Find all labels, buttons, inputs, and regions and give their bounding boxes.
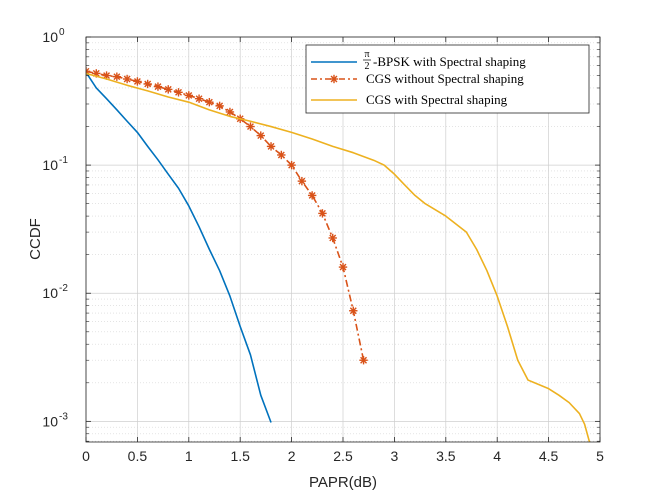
data-point-marker	[133, 77, 142, 86]
data-point-marker	[174, 88, 183, 97]
y-tick-label: 10	[42, 157, 58, 173]
data-point-marker	[143, 79, 152, 89]
asterisk-stroke	[349, 307, 357, 315]
x-tick-labels: 0 0.5 1 1.5 2 2.5 3 3.5 4 4.5 5	[82, 448, 604, 464]
data-point-marker	[112, 72, 122, 81]
data-point-marker	[359, 356, 368, 365]
asterisk-stroke	[164, 85, 172, 93]
x-tick-label: 2.5	[333, 448, 353, 464]
x-tick-label: 5	[596, 448, 604, 464]
asterisk-stroke	[195, 95, 203, 103]
asterisk-stroke	[267, 142, 275, 150]
data-point-marker	[307, 191, 317, 200]
data-point-marker	[328, 233, 337, 243]
x-tick-label: 1.5	[230, 448, 250, 464]
x-axis-title: PAPR(dB)	[309, 474, 377, 491]
series-line-0	[86, 71, 272, 423]
y-tick-exponent: -1	[59, 155, 68, 166]
data-point-marker	[215, 101, 224, 111]
legend-fraction-numerator: π	[364, 49, 369, 60]
series-layer	[86, 67, 591, 442]
asterisk-stroke	[330, 75, 338, 83]
asterisk-stroke	[339, 263, 347, 271]
data-point-marker	[153, 82, 163, 91]
data-point-marker	[205, 97, 214, 107]
data-point-marker	[246, 122, 255, 131]
asterisk-stroke	[257, 132, 265, 140]
data-point-marker	[277, 150, 286, 160]
series-line-2	[86, 72, 591, 442]
asterisk-stroke	[247, 123, 254, 131]
x-tick-label: 1	[185, 448, 193, 464]
asterisk-stroke	[154, 83, 162, 91]
asterisk-stroke	[298, 177, 306, 185]
data-point-marker	[225, 107, 235, 117]
asterisk-stroke	[103, 72, 111, 80]
data-point-marker	[297, 176, 307, 186]
x-tick-label: 0	[82, 448, 90, 464]
asterisk-stroke	[318, 209, 326, 217]
tick-marks	[85, 36, 601, 442]
data-point-marker	[256, 131, 265, 140]
legend-label-cgs-no-shaping: CGS without Spectral shaping	[366, 71, 524, 86]
asterisk-stroke	[133, 77, 141, 85]
x-tick-label: 0.5	[128, 448, 148, 464]
asterisk-stroke	[277, 151, 285, 159]
x-tick-label: 3.5	[436, 448, 456, 464]
y-tick-label: 10	[42, 285, 58, 301]
data-point-marker	[338, 262, 348, 272]
asterisk-stroke	[205, 98, 213, 106]
x-tick-label: 2	[288, 448, 296, 464]
legend-fraction-denominator: 2	[365, 61, 370, 72]
legend-entry-bpsk: π 2 -BPSK with Spectral shaping	[363, 49, 526, 72]
asterisk-stroke	[226, 108, 234, 116]
legend: π 2 -BPSK with Spectral shaping CGS with…	[305, 44, 590, 114]
legend-label-cgs-shaping: CGS with Spectral shaping	[366, 92, 508, 107]
asterisk-stroke	[288, 161, 296, 169]
y-tick-exponent: -2	[59, 283, 68, 294]
legend-label-bpsk: -BPSK with Spectral shaping	[373, 54, 526, 69]
data-point-marker	[349, 306, 358, 315]
data-point-marker	[164, 85, 173, 94]
data-point-marker	[266, 142, 276, 151]
asterisk-stroke	[308, 191, 316, 199]
asterisk-stroke	[113, 73, 121, 81]
data-point-marker	[194, 94, 204, 103]
series-line-1	[86, 70, 365, 361]
asterisk-stroke	[175, 88, 182, 96]
y-tick-label: 10	[42, 29, 58, 45]
legend-marker-asterisk	[329, 74, 339, 84]
asterisk-stroke	[185, 91, 193, 99]
asterisk-stroke	[216, 102, 224, 110]
asterisk-stroke	[329, 234, 337, 242]
asterisk-stroke	[123, 75, 131, 83]
legend-asterisk	[329, 74, 339, 84]
data-point-marker	[318, 209, 327, 218]
y-tick-label: 10	[42, 413, 58, 429]
asterisk-stroke	[144, 80, 152, 88]
data-point-marker	[122, 74, 132, 84]
asterisk-stroke	[360, 356, 368, 364]
y-tick-exponent: -3	[59, 411, 68, 422]
data-point-marker	[287, 160, 296, 170]
y-tick-exponent: 0	[59, 27, 65, 38]
x-tick-label: 4	[493, 448, 501, 464]
y-axis-title: CCDF	[27, 218, 44, 260]
data-point-marker	[184, 91, 193, 100]
x-tick-label: 4.5	[539, 448, 559, 464]
x-tick-label: 3	[391, 448, 399, 464]
asterisk-stroke	[86, 67, 90, 73]
